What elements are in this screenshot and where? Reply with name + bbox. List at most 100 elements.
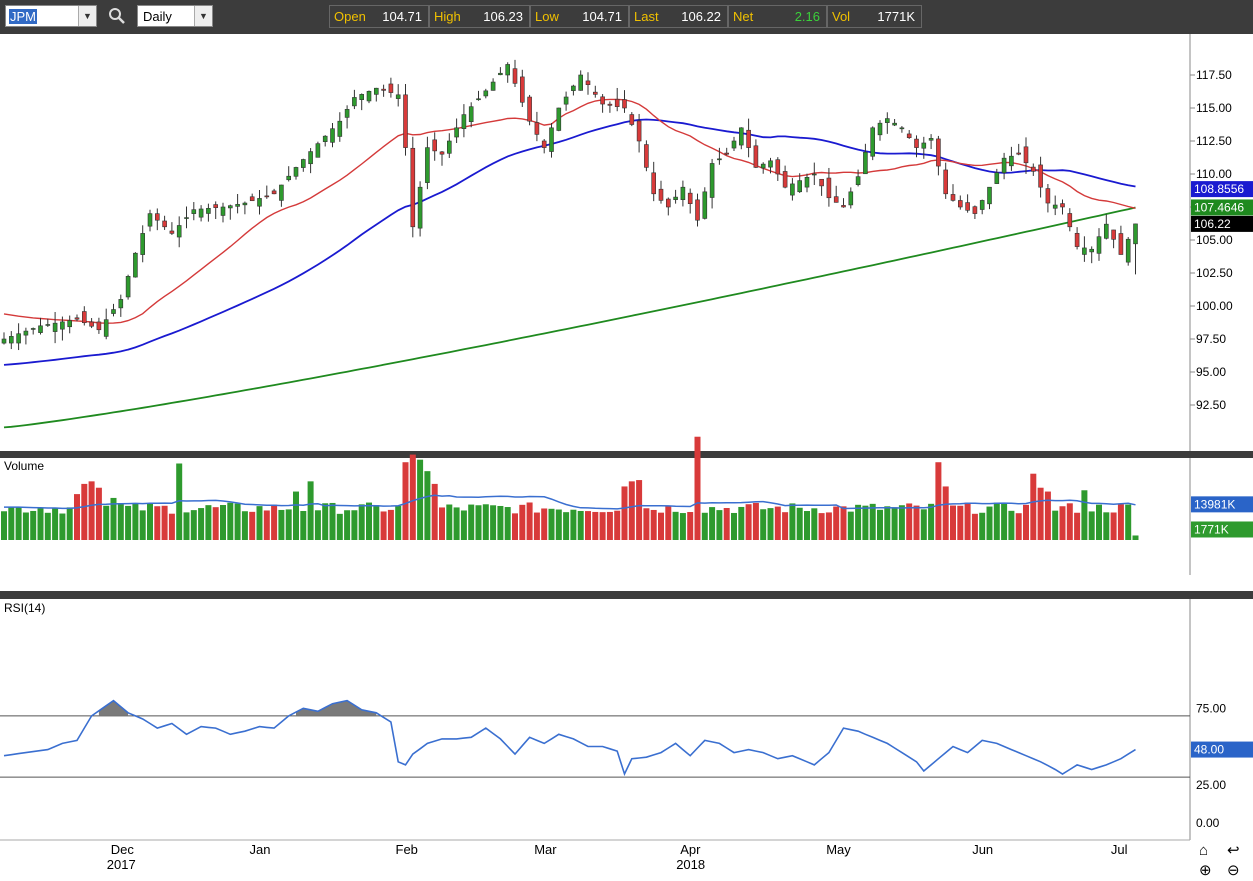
search-icon[interactable] (108, 7, 126, 25)
volume-average-line (4, 494, 1136, 510)
volume-bar (906, 503, 913, 540)
x-tick-label: Jun (972, 842, 993, 857)
volume-bar (198, 508, 205, 540)
price-tick-label: 110.00 (1196, 167, 1232, 181)
candle-body (1067, 213, 1073, 228)
candle-body (819, 178, 824, 187)
volume-title: Volume (4, 459, 44, 473)
price-tick-label: 117.50 (1196, 68, 1232, 82)
volume-bar (212, 507, 219, 540)
back-icon[interactable]: ↩ (1227, 842, 1240, 859)
volume-bar (774, 506, 781, 540)
candle-body (446, 140, 452, 154)
candle-body (527, 96, 532, 122)
x-tick-label: Feb (396, 842, 418, 857)
price-tick-label: 102.50 (1196, 266, 1233, 280)
volume-bar (176, 463, 183, 540)
candle-body (914, 138, 919, 148)
volume-bar (234, 503, 241, 540)
volume-bar (132, 502, 139, 540)
candle-body (257, 198, 262, 207)
quote-label: Low (535, 9, 559, 24)
rsi-overbought-fill (296, 700, 377, 716)
home-icon[interactable]: ⌂ (1199, 842, 1209, 859)
volume-bar (789, 503, 796, 540)
volume-bar (1030, 473, 1037, 540)
volume-bar (380, 511, 387, 540)
volume-last-label-box (1191, 521, 1253, 538)
candle-body (461, 114, 467, 129)
volume-bar (460, 510, 467, 540)
candle-body (498, 72, 503, 76)
volume-bar (847, 511, 854, 540)
volume-bar (453, 507, 460, 540)
quote-value: 104.71 (582, 9, 622, 24)
candle-body (1009, 155, 1014, 167)
panel-divider (0, 451, 1253, 458)
price-label-ma200: 107.4646 (1194, 200, 1244, 214)
zoom-out-icon[interactable]: ⊖ (1227, 862, 1240, 879)
volume-bar (811, 508, 818, 540)
candle-body (191, 209, 197, 214)
volume-bar (606, 511, 613, 540)
volume-bar (898, 505, 905, 540)
volume-bar (417, 459, 424, 540)
chevron-down-icon[interactable]: ▼ (78, 6, 96, 26)
volume-bar (796, 507, 803, 540)
volume-bar (570, 509, 577, 540)
candle-body (702, 191, 708, 219)
candle-body (228, 205, 233, 209)
volume-bar (928, 503, 935, 540)
quote-value: 104.71 (382, 9, 422, 24)
volume-bar (541, 508, 548, 540)
candle-body (578, 74, 584, 91)
candle-body (841, 205, 846, 208)
candle-body (921, 142, 927, 149)
candle-body (264, 195, 270, 198)
volume-bar (74, 494, 80, 540)
volume-bar (913, 505, 920, 540)
candle-body (943, 169, 949, 195)
volume-bar (1066, 503, 1073, 540)
volume-bar (52, 508, 59, 540)
volume-bar (665, 505, 672, 540)
rsi-last-label: 48.00 (1194, 743, 1224, 757)
volume-bar (862, 505, 869, 540)
volume-bar (30, 510, 37, 540)
volume-bar (81, 483, 88, 540)
candle-body (556, 107, 562, 131)
zoom-in-icon[interactable]: ⊕ (1199, 862, 1212, 879)
price-tick-label: 92.50 (1196, 398, 1226, 412)
toolbar: JPM ▼ Daily ▼ Open 104.71 High 106.23 Lo… (0, 0, 1253, 34)
symbol-input[interactable]: JPM ▼ (5, 5, 97, 27)
quote-value: 106.22 (681, 9, 721, 24)
candle-body (359, 94, 365, 100)
x-tick-label: Jul (1111, 842, 1128, 857)
candle-body (790, 183, 795, 196)
candle-body (89, 321, 94, 327)
volume-bar (548, 508, 555, 540)
candle-body (220, 206, 226, 216)
x-tick-sublabel: 2017 (107, 857, 136, 872)
candle-body (490, 81, 496, 91)
candle-body (746, 129, 751, 148)
candle-body (614, 98, 620, 107)
candle-body (760, 163, 766, 169)
volume-bar (840, 506, 847, 540)
candle-body (1001, 157, 1007, 174)
period-text: Daily (143, 9, 172, 24)
candle-body (928, 138, 934, 141)
candle-body (213, 204, 218, 208)
candle-body (96, 321, 102, 331)
stock-chart[interactable]: 117.50115.00112.50110.00107.50105.00102.… (0, 34, 1253, 881)
candle-body (133, 252, 138, 278)
volume-bar (526, 502, 533, 540)
volume-bar (709, 507, 716, 540)
candle-body (454, 127, 459, 138)
x-tick-label: Dec (111, 842, 135, 857)
period-select[interactable]: Daily ▼ (137, 5, 213, 27)
volume-bar (687, 512, 694, 540)
chevron-down-icon[interactable]: ▼ (194, 6, 212, 26)
candle-body (30, 328, 36, 330)
candle-body (826, 177, 832, 199)
